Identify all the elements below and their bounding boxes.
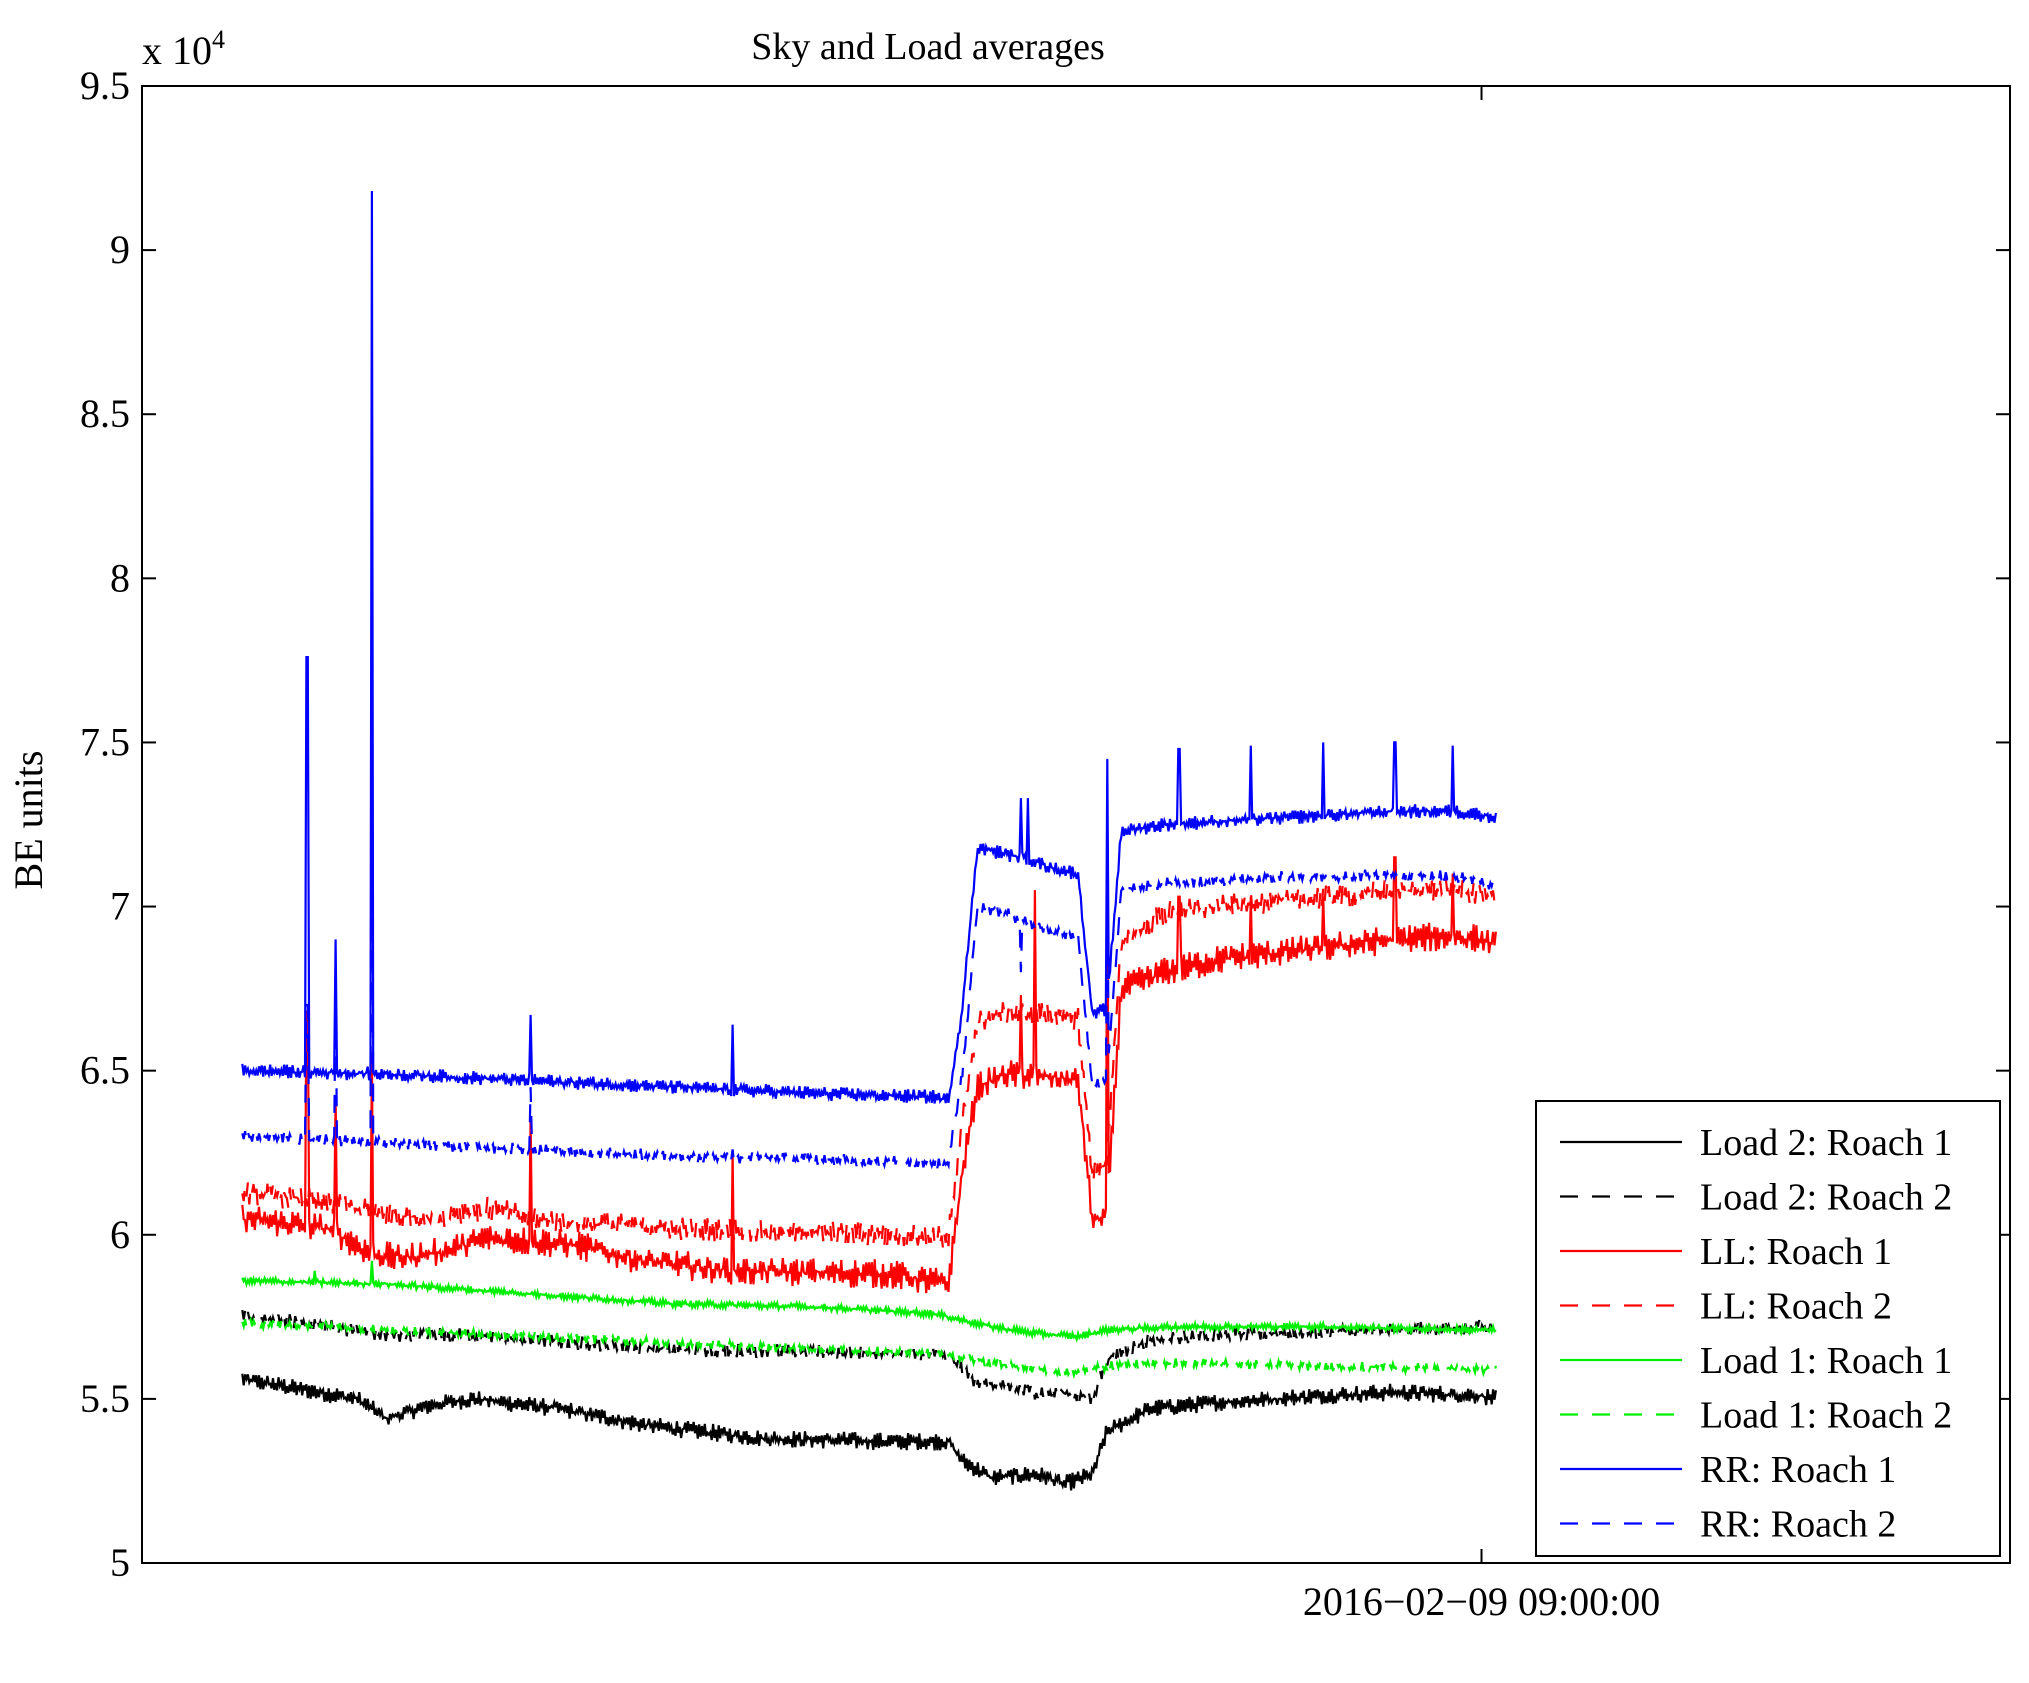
- series-line-load-2-roach-1: [241, 1373, 1497, 1491]
- chart-title: Sky and Load averages: [751, 26, 1105, 68]
- series-line-load-1-roach-1: [241, 1260, 1497, 1343]
- legend-label: Load 2: Roach 2: [1700, 1177, 1952, 1219]
- series-line-rr-roach-2: [241, 561, 1497, 1171]
- series-line-load-1-roach-2: [241, 1315, 1497, 1380]
- y-tick-label: 5: [110, 1540, 130, 1585]
- legend-label: Load 1: Roach 2: [1700, 1395, 1952, 1437]
- legend-label: RR: Roach 1: [1700, 1449, 1896, 1491]
- y-tick-label: 6.5: [80, 1048, 130, 1093]
- x-tick-label: 2016−02−09 09:00:00: [1303, 1579, 1660, 1624]
- y-ticks: 5 5.5 6 6.5 7 7.5 8 8.5 9 9.5: [80, 63, 2010, 1585]
- series-line-ll-roach-2: [241, 878, 1497, 1248]
- legend-label: LL: Roach 1: [1700, 1231, 1892, 1273]
- legend-label: Load 2: Roach 1: [1700, 1122, 1952, 1164]
- y-multiplier-exponent: 4: [212, 25, 225, 54]
- y-tick-label: 9: [110, 227, 130, 272]
- y-tick-label: 7: [110, 884, 130, 929]
- legend-label: RR: Roach 2: [1700, 1504, 1896, 1546]
- series-line-ll-roach-1: [241, 856, 1497, 1294]
- y-axis-label: BE units: [6, 751, 51, 890]
- y-tick-label: 5.5: [80, 1376, 130, 1421]
- legend-label: Load 1: Roach 1: [1700, 1340, 1952, 1382]
- series-line-rr-roach-1: [241, 190, 1497, 1105]
- y-tick-label: 8.5: [80, 391, 130, 436]
- legend-label: LL: Roach 2: [1700, 1286, 1892, 1328]
- legend-box: [1535, 1100, 2001, 1557]
- y-multiplier-label: x 104: [142, 25, 225, 73]
- y-tick-label: 7.5: [80, 719, 130, 764]
- series-line-load-2-roach-2: [241, 1309, 1497, 1404]
- y-tick-label: 8: [110, 555, 130, 600]
- y-tick-label: 9.5: [80, 63, 130, 108]
- y-tick-label: 6: [110, 1212, 130, 1257]
- series-layer: [241, 190, 1497, 1491]
- plot-area: 5 5.5 6 6.5 7 7.5 8 8.5 9 9.5 2016−02−09 09:00:00: [80, 63, 2011, 1624]
- y-multiplier-base: x 10: [142, 28, 212, 73]
- x-ticks: 2016−02−09 09:00:00: [1303, 86, 1660, 1624]
- axes-frame: [141, 85, 2011, 1564]
- legend: Load 2: Roach 1 Load 2: Roach 2 LL: Roach …: [1535, 1100, 2001, 1557]
